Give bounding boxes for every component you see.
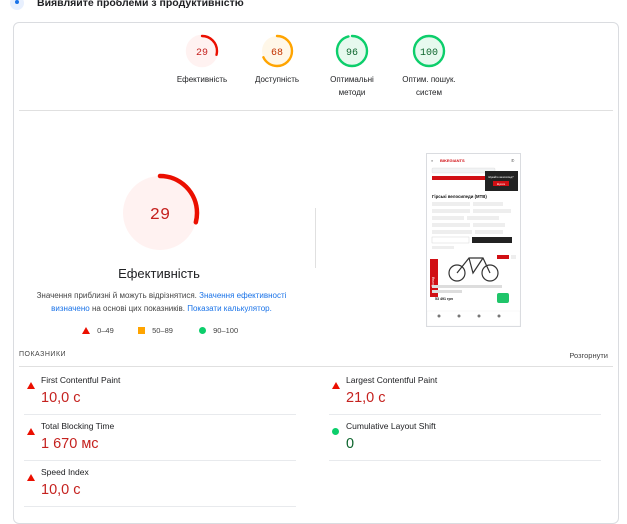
vertical-divider (315, 208, 316, 268)
thumb-price: 53 491 грн (435, 297, 453, 301)
average-square-icon (138, 327, 145, 334)
gauge-best-practices[interactable]: 96 Оптимальні методи (312, 34, 392, 99)
thumb-brand: BIKEGIANTS (440, 158, 465, 163)
legend-good: 90–100 (213, 326, 239, 335)
section-header: Виявляйте проблеми з продуктивністю (0, 0, 627, 14)
performance-note: Значення приблизні й можуть відрізнятися… (34, 289, 289, 315)
thumb-heading: Гірські велосипеди (MTB) (432, 194, 487, 199)
fail-triangle-icon (27, 468, 35, 486)
fail-triangle-icon (27, 422, 35, 440)
gauge-score: 96 (346, 48, 358, 59)
gauge-label: Оптимальні методи (330, 75, 374, 97)
gauge-label: Ефективність (176, 75, 228, 84)
fail-triangle-icon (332, 376, 340, 394)
category-gauges: 29 Ефективність 68 Доступність 96 Оптима… (14, 23, 618, 109)
report-card: 29 Ефективність 68 Доступність 96 Оптима… (13, 22, 619, 524)
divider (19, 110, 613, 111)
note-mid: на основі цих показників. (91, 304, 185, 313)
metric-value: 21,0 с (346, 390, 386, 406)
bike-image (448, 257, 499, 282)
gauge-ring: 29 (185, 34, 219, 68)
calculator-link[interactable]: Показати калькулятор. (187, 304, 272, 313)
gauge-bg (187, 36, 217, 66)
metric-name: Total Blocking Time (41, 421, 115, 431)
legend-bad: 0–49 (97, 326, 114, 335)
gauge-label: Доступність (254, 75, 300, 84)
gauge-ring: 96 (335, 34, 369, 68)
note-text: Значення приблизні й можуть відрізнятися… (36, 291, 197, 300)
divider (19, 366, 613, 367)
fail-triangle-icon (27, 376, 35, 394)
gauge-ring: 68 (260, 34, 294, 68)
performance-gauge: 29 (120, 173, 200, 253)
fail-triangle-icon (82, 327, 90, 334)
gauge-seo[interactable]: 100 Оптим. пошук. систем (389, 34, 469, 99)
gauge-score: 100 (420, 48, 438, 59)
gauge-label: Оптим. пошук. систем (402, 75, 456, 97)
thumb-popup-text: Шукайте велосипед? (488, 175, 514, 179)
gauge-score: 68 (271, 48, 283, 59)
performance-title: Ефективність (118, 266, 200, 281)
metric-value: 1 670 мс (41, 436, 99, 452)
mobile-preview: ≡ BIKEGIANTS ✆ Шукайте велосипед? Шукати… (427, 154, 520, 326)
metric-name: Speed Index (41, 467, 89, 477)
metric-name: Largest Contentful Paint (346, 375, 438, 385)
diagnostics-icon (10, 0, 24, 10)
metric-name: Cumulative Layout Shift (346, 421, 436, 431)
gauge-ring: 100 (412, 34, 446, 68)
page-screenshot-thumbnail[interactable]: ≡ BIKEGIANTS ✆ Шукайте велосипед? Шукати… (426, 153, 521, 327)
thumb-side-tag: Склад (431, 277, 435, 287)
pass-circle-icon (332, 422, 339, 440)
svg-text:≡: ≡ (431, 159, 433, 163)
gauge-accessibility[interactable]: 68 Доступність (237, 34, 317, 86)
legend-average: 50–89 (152, 326, 173, 335)
gauge-performance[interactable]: 29 Ефективність (162, 34, 242, 86)
thumb-popup-btn: Шукати (497, 183, 506, 186)
metrics-heading: ПОКАЗНИКИ (19, 351, 67, 358)
scoring-link[interactable]: Значення ефективності визначено (51, 291, 287, 313)
pass-circle-icon (199, 327, 206, 334)
performance-score: 29 (150, 206, 170, 225)
metric-value: 10,0 с (41, 482, 81, 498)
section-title: Виявляйте проблеми з продуктивністю (37, 0, 244, 9)
metric-name: First Contentful Paint (41, 375, 121, 385)
svg-text:✆: ✆ (511, 158, 515, 163)
gauge-score: 29 (196, 48, 208, 59)
expand-toggle[interactable]: Розгорнути (569, 351, 608, 360)
metric-value: 10,0 с (41, 390, 81, 406)
metric-value: 0 (346, 436, 355, 452)
